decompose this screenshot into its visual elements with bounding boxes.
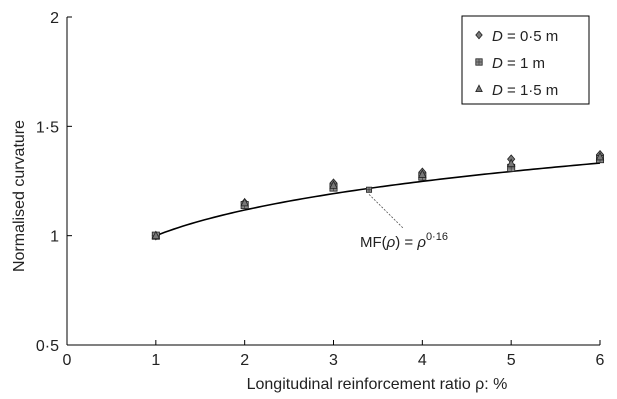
data-point-triangle xyxy=(418,169,427,178)
data-point-triangle xyxy=(151,230,161,240)
x-tick-label: 4 xyxy=(418,352,427,369)
x-axis: 0 1 2 3 4 5 6 xyxy=(63,340,605,369)
y-tick-label: 1·5 xyxy=(36,119,59,136)
data-point-triangle xyxy=(595,151,605,161)
legend: D = 0·5 m D = 1 m D = 1·5 m xyxy=(461,15,590,105)
legend-marker-diamond xyxy=(475,30,483,40)
x-tick-label: 3 xyxy=(329,352,338,369)
y-tick-label: 2 xyxy=(50,10,59,27)
y-axis: 0·5 1 1·5 2 xyxy=(36,10,72,355)
annotation-leader xyxy=(368,194,404,229)
x-tick-label: 1 xyxy=(151,352,160,369)
x-tick-label: 2 xyxy=(240,352,249,369)
fit-curve xyxy=(155,162,601,237)
annotation-text: MF(ρ) = ρ0·16 xyxy=(360,231,448,251)
data-point-extra xyxy=(366,186,373,193)
annotation: MF(ρ) = ρ0·16 xyxy=(360,194,448,251)
x-axis-label: Longitudinal reinforcement ratio ρ: % xyxy=(247,376,508,393)
data-points xyxy=(151,149,605,241)
legend-label: D = 0·5 m xyxy=(492,28,558,45)
y-axis-label: Normalised curvature xyxy=(11,120,28,272)
y-tick-label: 1 xyxy=(50,229,59,246)
data-point-triangle xyxy=(506,158,516,167)
x-tick-label: 0 xyxy=(63,352,72,369)
data-point-triangle xyxy=(240,197,249,207)
y-tick-label: 0·5 xyxy=(36,338,59,355)
legend-box xyxy=(461,15,590,105)
legend-label: D = 1 m xyxy=(492,55,545,72)
x-tick-label: 5 xyxy=(507,352,516,369)
legend-marker-square xyxy=(475,58,483,66)
legend-marker-triangle xyxy=(475,84,483,92)
legend-label: D = 1·5 m xyxy=(492,82,558,99)
x-tick-label: 6 xyxy=(596,352,605,369)
data-point-triangle xyxy=(329,180,338,189)
fit-line xyxy=(155,162,601,237)
